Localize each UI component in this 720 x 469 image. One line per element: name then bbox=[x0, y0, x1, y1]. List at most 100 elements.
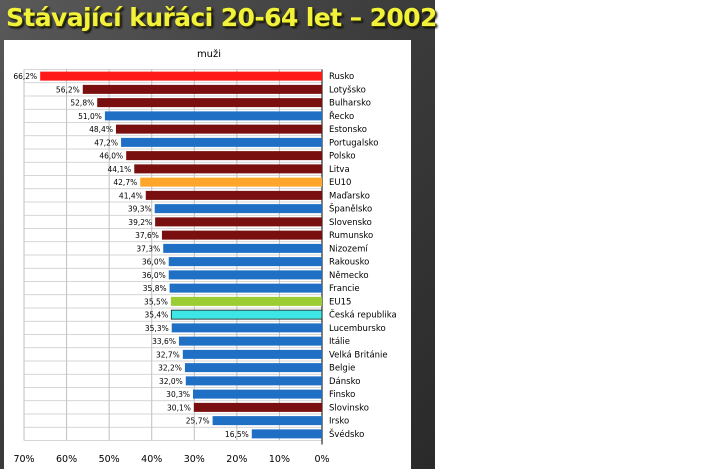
category-label: Švédsko bbox=[329, 428, 364, 440]
value-label: 30,3% bbox=[166, 390, 190, 399]
bar bbox=[170, 296, 322, 306]
category-labels: Rusko Lotyšsko Bulharsko Řecko Estonsko Portu… bbox=[329, 72, 397, 440]
bar bbox=[170, 309, 323, 320]
bar bbox=[140, 177, 322, 187]
category-label: Řecko bbox=[329, 111, 354, 122]
bar bbox=[251, 429, 322, 439]
bars bbox=[40, 71, 323, 439]
category-label: Estonsko bbox=[329, 125, 367, 135]
bar bbox=[161, 230, 322, 240]
category-label: Lucembursko bbox=[329, 324, 386, 334]
category-label: Belgie bbox=[329, 364, 355, 374]
bar bbox=[134, 164, 322, 174]
value-label: 16,5% bbox=[225, 430, 249, 439]
value-label: 46,0% bbox=[99, 152, 123, 161]
bar bbox=[184, 363, 322, 373]
bar bbox=[182, 349, 322, 359]
bar bbox=[126, 151, 322, 161]
category-label: Maďarsko bbox=[329, 191, 370, 201]
category-label: Slovinsko bbox=[329, 403, 369, 413]
bar bbox=[115, 124, 322, 134]
category-label: Dánsko bbox=[329, 377, 360, 387]
bar bbox=[212, 416, 322, 426]
value-label: 33,6% bbox=[152, 337, 176, 346]
bar bbox=[185, 376, 322, 386]
chart-title: muži bbox=[197, 48, 221, 60]
bar bbox=[145, 190, 322, 200]
bar bbox=[104, 111, 322, 121]
category-label: Nizozemí bbox=[329, 244, 368, 254]
value-label: 52,8% bbox=[70, 99, 94, 108]
value-label: 35,4% bbox=[144, 311, 168, 320]
bar-chart: muži 66,2% 56,2% 52,8% 51,0% 48,4% 47,2% 46,0%… bbox=[13, 48, 397, 465]
category-label: Polsko bbox=[329, 152, 356, 162]
category-label: Litva bbox=[329, 165, 350, 175]
value-label: 30,1% bbox=[167, 403, 191, 412]
bar bbox=[97, 98, 322, 108]
value-label: 32,2% bbox=[158, 364, 182, 373]
bar bbox=[171, 323, 322, 333]
x-tick-label: 0% bbox=[314, 454, 329, 465]
x-tick-label: 70% bbox=[13, 454, 34, 465]
x-tick-label: 40% bbox=[141, 454, 162, 465]
bar bbox=[168, 270, 322, 280]
category-label: Irsko bbox=[329, 417, 349, 427]
slide-title: Stávající kuřáci 20-64 let – 2002 bbox=[6, 3, 437, 32]
category-label: Česká republika bbox=[329, 309, 397, 321]
x-tick-label: 50% bbox=[99, 454, 120, 465]
bar bbox=[82, 84, 323, 94]
category-label: EU15 bbox=[329, 297, 351, 307]
value-label: 37,3% bbox=[136, 244, 160, 253]
bar bbox=[163, 243, 322, 253]
value-label: 37,6% bbox=[135, 231, 159, 240]
category-label: Portugalsko bbox=[329, 138, 378, 148]
bar bbox=[121, 137, 322, 147]
category-label: Velká Británie bbox=[329, 350, 388, 360]
x-tick-label: 60% bbox=[56, 454, 77, 465]
value-label: 47,2% bbox=[94, 138, 118, 147]
value-label: 36,0% bbox=[142, 258, 166, 267]
category-label: Bulharsko bbox=[329, 99, 371, 109]
x-tick-label: 30% bbox=[184, 454, 205, 465]
value-label: 39,2% bbox=[128, 218, 152, 227]
bar bbox=[155, 217, 322, 227]
bar bbox=[40, 71, 323, 81]
value-label: 44,1% bbox=[107, 165, 131, 174]
value-label: 25,7% bbox=[186, 417, 210, 426]
bar bbox=[178, 336, 322, 346]
category-label: Slovensko bbox=[329, 218, 372, 228]
value-label: 36,0% bbox=[142, 271, 166, 280]
value-label: 39,3% bbox=[128, 205, 152, 214]
bar bbox=[169, 283, 322, 293]
bar bbox=[168, 257, 322, 267]
value-label: 32,0% bbox=[159, 377, 183, 386]
bar bbox=[193, 389, 322, 399]
value-label: 35,3% bbox=[145, 324, 169, 333]
value-label: 35,5% bbox=[144, 297, 168, 306]
category-label: Francie bbox=[329, 284, 360, 294]
x-axis-ticks: 70% 60% 50% 40% 30% 20% 10% 0% bbox=[13, 454, 329, 465]
value-label: 66,2% bbox=[13, 72, 37, 81]
value-label: 51,0% bbox=[78, 112, 102, 121]
category-label: Lotyšsko bbox=[329, 84, 366, 95]
chart-panel: muži 66,2% 56,2% 52,8% 51,0% 48,4% 47,2% 46,0%… bbox=[4, 40, 411, 469]
category-label: Rumunsko bbox=[329, 231, 373, 241]
bar bbox=[193, 402, 322, 412]
category-label: Itálie bbox=[329, 337, 350, 347]
value-label: 32,7% bbox=[156, 350, 180, 359]
bar bbox=[154, 204, 322, 214]
category-label: Španělsko bbox=[329, 203, 372, 215]
x-tick-label: 20% bbox=[226, 454, 247, 465]
category-label: Finsko bbox=[329, 390, 355, 400]
category-label: Rusko bbox=[329, 72, 354, 82]
value-label: 48,4% bbox=[89, 125, 113, 134]
value-labels: 66,2% 56,2% 52,8% 51,0% 48,4% 47,2% 46,0% 44,1%… bbox=[13, 72, 248, 439]
category-label: Německo bbox=[329, 271, 369, 281]
value-label: 42,7% bbox=[113, 178, 137, 187]
value-label: 56,2% bbox=[56, 85, 80, 94]
category-label: Rakousko bbox=[329, 258, 369, 268]
value-label: 35,8% bbox=[143, 284, 167, 293]
value-label: 41,4% bbox=[119, 191, 143, 200]
category-label: EU10 bbox=[329, 178, 351, 188]
x-tick-label: 10% bbox=[269, 454, 290, 465]
